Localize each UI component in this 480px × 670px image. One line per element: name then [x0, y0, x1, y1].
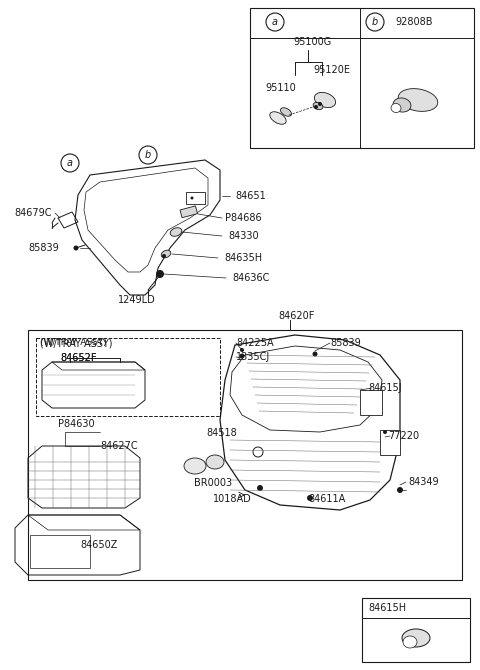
- Circle shape: [383, 430, 387, 434]
- Circle shape: [266, 13, 284, 31]
- Bar: [180, 206, 198, 218]
- Circle shape: [156, 270, 164, 278]
- Text: 84620F: 84620F: [278, 311, 314, 321]
- Bar: [360, 390, 382, 415]
- Circle shape: [312, 352, 317, 356]
- Bar: [380, 430, 400, 455]
- Text: P84686: P84686: [225, 213, 262, 223]
- Text: 84679C: 84679C: [14, 208, 51, 218]
- Text: 84652F: 84652F: [60, 353, 96, 363]
- Ellipse shape: [280, 108, 291, 117]
- Text: a: a: [67, 158, 73, 168]
- Text: 84650Z: 84650Z: [80, 540, 118, 550]
- Text: 84518: 84518: [206, 428, 237, 438]
- Circle shape: [366, 13, 384, 31]
- Circle shape: [162, 254, 166, 258]
- Text: 85839: 85839: [28, 243, 59, 253]
- Circle shape: [240, 348, 244, 352]
- Bar: [36, 338, 220, 416]
- Ellipse shape: [206, 455, 224, 469]
- Circle shape: [73, 245, 79, 251]
- Circle shape: [307, 495, 313, 501]
- Ellipse shape: [313, 103, 323, 110]
- Text: 84636C: 84636C: [232, 273, 269, 283]
- Text: 77220: 77220: [388, 431, 419, 441]
- Ellipse shape: [314, 92, 336, 108]
- Text: 84225A: 84225A: [236, 338, 274, 348]
- Text: 84615J: 84615J: [368, 383, 402, 393]
- Text: 84615H: 84615H: [368, 603, 406, 613]
- Circle shape: [191, 196, 193, 200]
- Text: 84349: 84349: [408, 477, 439, 487]
- Text: b: b: [372, 17, 378, 27]
- Ellipse shape: [391, 103, 401, 113]
- Text: 1018AD: 1018AD: [213, 494, 252, 504]
- Ellipse shape: [184, 458, 206, 474]
- Bar: [186, 192, 205, 204]
- Text: 84330: 84330: [228, 231, 259, 241]
- Bar: [28, 330, 462, 580]
- Circle shape: [257, 485, 263, 491]
- Ellipse shape: [161, 250, 171, 258]
- Text: (W/TRAY ASSY): (W/TRAY ASSY): [40, 338, 107, 348]
- Text: 84652F: 84652F: [60, 353, 96, 363]
- Text: a: a: [272, 17, 278, 27]
- Text: 95120E: 95120E: [313, 65, 350, 75]
- Text: 95100G: 95100G: [293, 37, 331, 47]
- Ellipse shape: [398, 88, 438, 111]
- Text: 84635H: 84635H: [224, 253, 262, 263]
- Ellipse shape: [403, 636, 417, 648]
- Ellipse shape: [270, 112, 286, 124]
- Ellipse shape: [393, 98, 411, 112]
- Text: BR0003: BR0003: [194, 478, 232, 488]
- Text: 95110: 95110: [265, 83, 296, 93]
- Bar: [362, 598, 470, 662]
- Text: b: b: [145, 150, 151, 160]
- Text: 1335CJ: 1335CJ: [236, 352, 270, 362]
- Circle shape: [253, 447, 263, 457]
- Circle shape: [318, 102, 322, 106]
- Ellipse shape: [402, 629, 430, 647]
- Bar: [250, 8, 474, 148]
- Text: 85839: 85839: [330, 338, 361, 348]
- Circle shape: [397, 487, 403, 493]
- Circle shape: [240, 354, 244, 358]
- Ellipse shape: [170, 228, 182, 237]
- Text: 84627C: 84627C: [100, 441, 138, 451]
- Circle shape: [314, 105, 318, 109]
- Circle shape: [139, 146, 157, 164]
- Text: 84611A: 84611A: [308, 494, 345, 504]
- Text: P84630: P84630: [58, 419, 95, 429]
- Circle shape: [61, 154, 79, 172]
- Text: 1249LD: 1249LD: [118, 295, 156, 305]
- Text: 92808B: 92808B: [395, 17, 432, 27]
- Text: 84651: 84651: [235, 191, 266, 201]
- Text: (W/TRAY ASSY): (W/TRAY ASSY): [40, 338, 112, 348]
- Bar: [30, 535, 90, 568]
